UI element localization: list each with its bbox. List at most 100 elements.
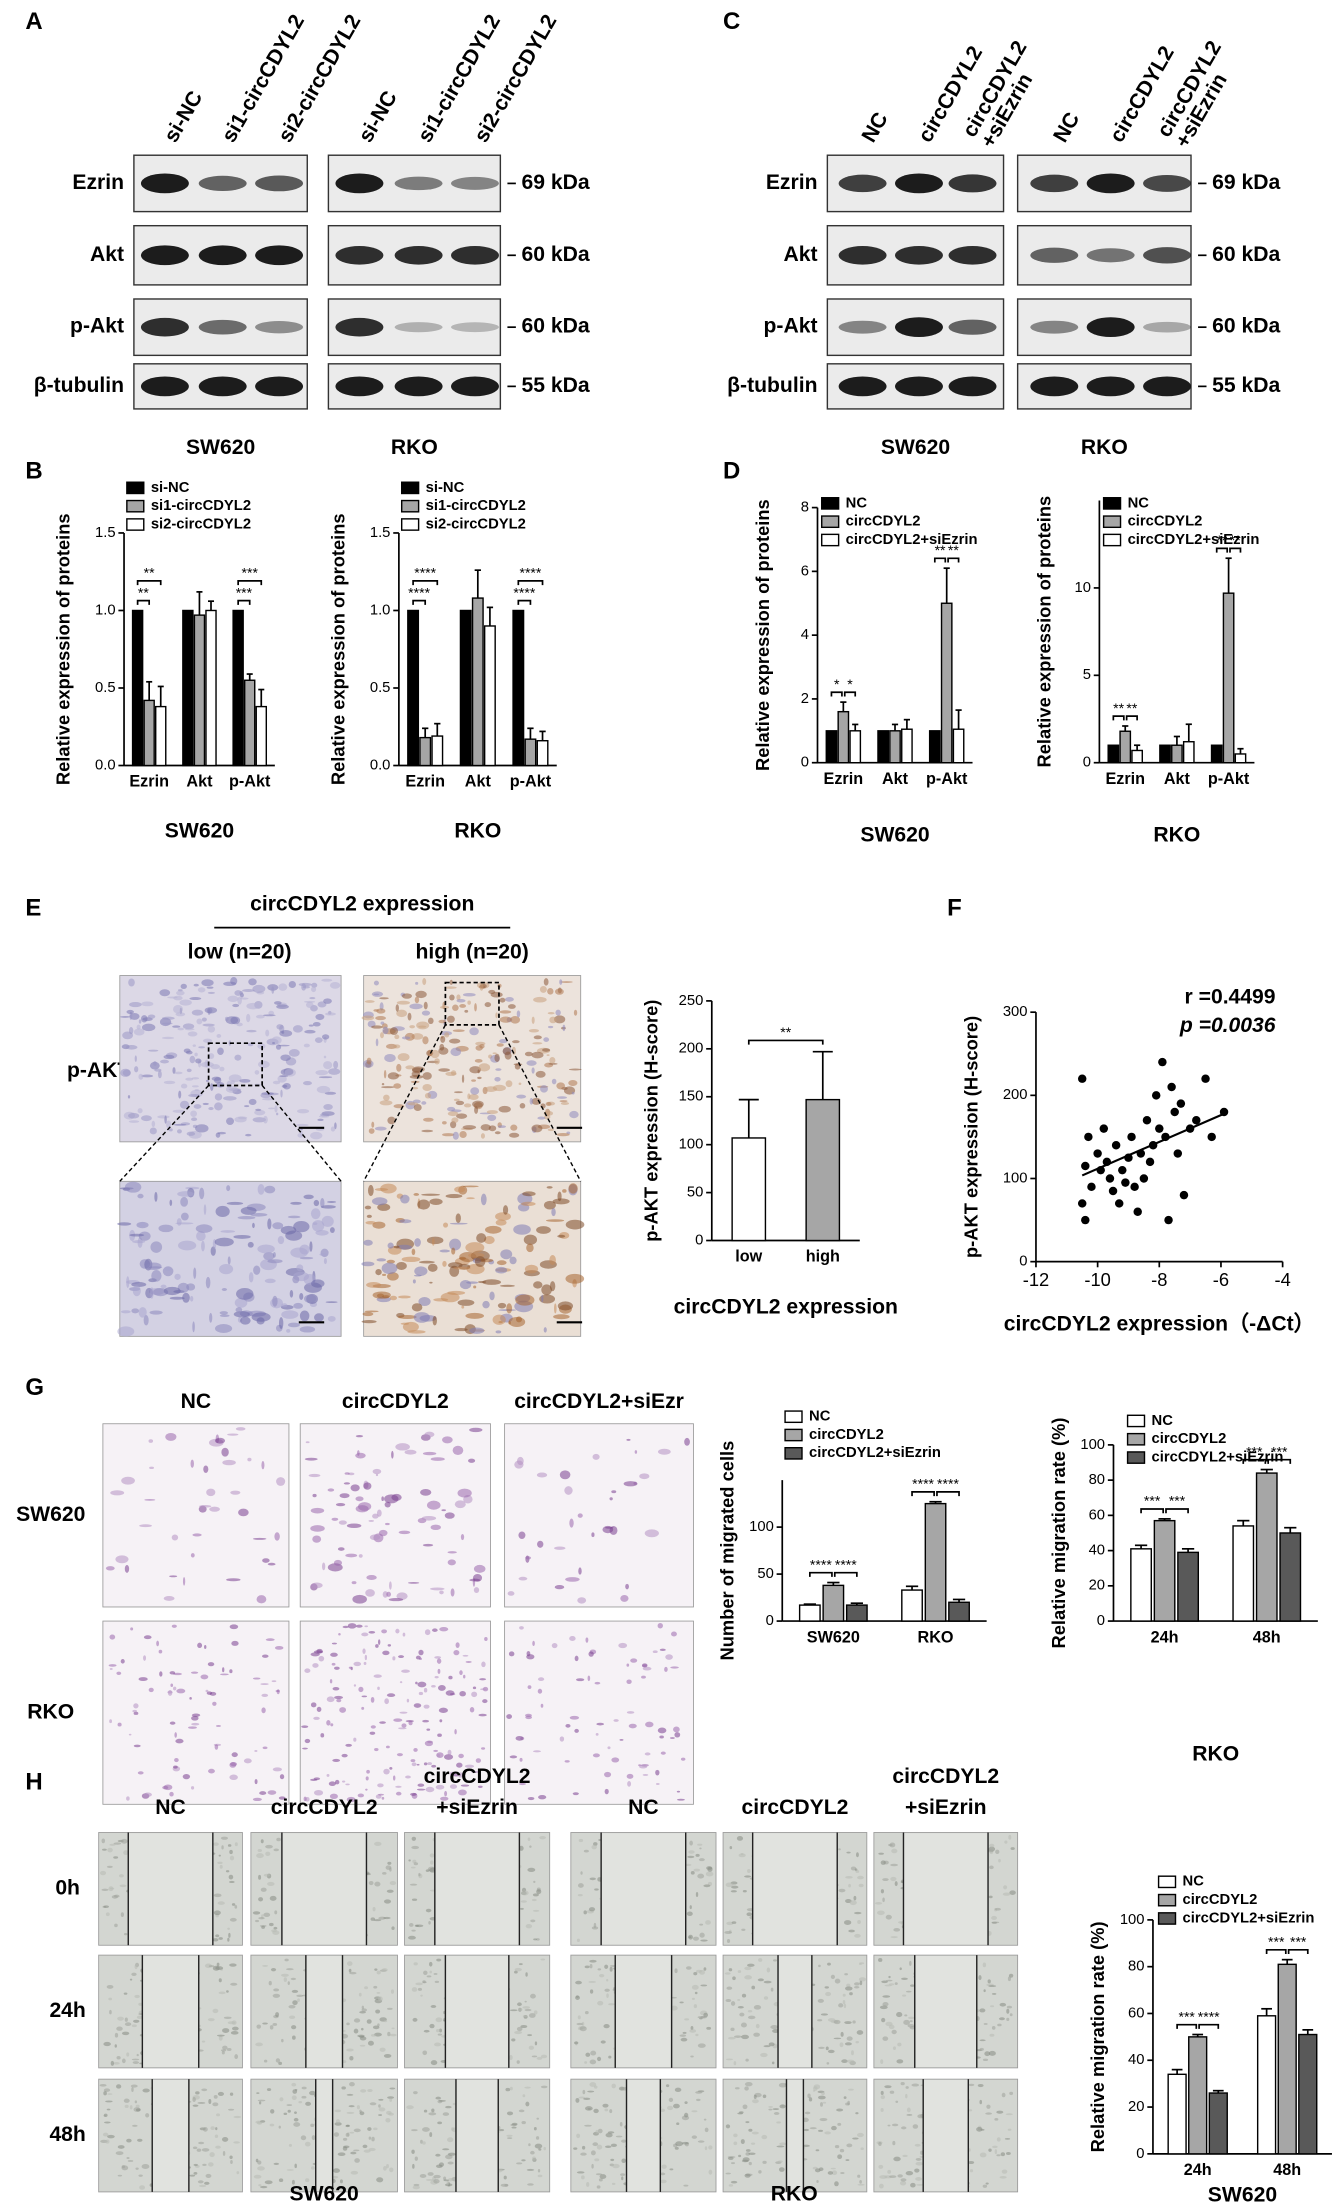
wound-image-texture — [222, 2028, 230, 2033]
ihc-image-texture — [148, 1049, 159, 1052]
wound-image-texture — [584, 2124, 592, 2127]
x-tick-label: Ezrin — [129, 773, 169, 791]
wound-image-texture — [287, 2109, 291, 2113]
wound-image-texture — [451, 2127, 455, 2131]
transwell-image-texture — [130, 1627, 134, 1631]
wound-image-texture — [773, 2112, 780, 2115]
bar — [419, 736, 432, 767]
wound-image-texture — [911, 2083, 920, 2087]
ihc-image-texture — [122, 1031, 134, 1040]
wound-image-texture — [408, 1859, 411, 1862]
ihc-image-texture — [240, 1316, 251, 1325]
wound-image-texture — [744, 1966, 752, 1971]
x-tick-label: -4 — [1274, 1269, 1290, 1290]
ihc-image-texture — [313, 1199, 320, 1207]
wound-image-texture — [737, 2005, 744, 2009]
wound-image-texture — [878, 2141, 882, 2147]
wound-image-texture — [674, 2087, 682, 2092]
ihc-image-texture — [444, 1032, 450, 1038]
wound-image-texture — [857, 2183, 865, 2186]
significance-bracket — [1165, 1508, 1189, 1514]
wound-image-texture — [213, 1842, 219, 1846]
significance-bracket — [809, 1571, 833, 1577]
transwell-image-texture — [564, 1486, 573, 1495]
ihc-image-texture — [453, 1266, 471, 1270]
ihc-image-texture — [264, 1278, 276, 1284]
wound-image-texture — [518, 2109, 525, 2113]
transwell-image-texture — [361, 1695, 368, 1698]
ihc-image-texture — [421, 1129, 434, 1133]
x-axis-label: RKO — [1192, 1743, 1239, 1766]
scatter-point — [1102, 1157, 1112, 1167]
wound-image-texture — [123, 1992, 128, 1995]
wound-image-texture — [984, 2051, 991, 2057]
transwell-image-texture — [639, 1764, 648, 1769]
transwell-image-texture — [401, 1723, 407, 1728]
ihc-image-texture — [376, 1008, 386, 1014]
ihc-image-texture — [522, 1191, 536, 1197]
y-tick-label: 300 — [1003, 1004, 1028, 1020]
wound-image-texture — [904, 2014, 908, 2017]
transwell-image-texture — [350, 1484, 360, 1492]
ihc-image-texture — [195, 1224, 213, 1233]
wound-image-texture — [106, 1865, 113, 1868]
wound-image-texture — [725, 2172, 731, 2175]
ihc-image-texture — [549, 1255, 556, 1266]
transwell-image-texture — [481, 1747, 486, 1750]
bar — [431, 735, 444, 767]
significance-label: ** — [1216, 532, 1227, 548]
wound-image-texture — [590, 2150, 596, 2156]
wound-image-texture — [505, 2087, 511, 2092]
wound-image-texture — [524, 2000, 527, 2003]
wound-image-texture — [99, 1870, 107, 1876]
wound-image-texture — [858, 1977, 867, 1982]
error-bar — [850, 1602, 863, 1606]
transwell-image-texture — [364, 1625, 368, 1628]
transwell-image-texture — [334, 1695, 344, 1700]
wound-image-texture — [216, 2113, 221, 2117]
y-tick-label: 100 — [749, 1519, 774, 1535]
bar — [805, 1098, 841, 1242]
ihc-image-texture — [189, 1055, 196, 1064]
blot-band — [948, 319, 997, 335]
wound-image-texture — [433, 2174, 441, 2179]
bar — [1177, 1551, 1200, 1622]
ihc-image-texture — [278, 1317, 284, 1329]
ihc-image-texture — [463, 1103, 472, 1108]
wound-image-texture — [435, 2153, 441, 2157]
wound-image-texture — [291, 1989, 299, 1993]
ihc-image-texture — [301, 983, 307, 991]
transwell-image-texture — [604, 1788, 609, 1795]
x-tick-label: high — [806, 1248, 840, 1266]
transwell-image-texture — [440, 1796, 449, 1801]
ihc-image-texture — [401, 1256, 421, 1262]
ihc-image-texture — [314, 1313, 324, 1322]
ihc-image-texture — [202, 1102, 209, 1106]
ihc-image-texture — [571, 1091, 575, 1095]
ihc-image-texture — [120, 1015, 131, 1018]
wound-image-texture — [433, 2179, 440, 2184]
transwell-image-texture — [437, 1685, 446, 1691]
ihc-image-texture — [438, 1068, 451, 1072]
wound-image-texture — [429, 2132, 433, 2138]
ihc-image-texture — [531, 1067, 535, 1074]
wound-image-texture — [748, 2161, 752, 2166]
wound-image-texture — [597, 2056, 602, 2062]
wound-image-texture — [113, 1894, 120, 1898]
ihc-image-texture — [382, 1026, 389, 1035]
wound-image-texture — [213, 1910, 221, 1916]
wound-image-texture — [233, 2141, 240, 2144]
wound-image-texture — [423, 2109, 428, 2113]
wound-image-texture — [105, 2139, 110, 2144]
legend-swatch — [1102, 515, 1122, 529]
wound-image-texture — [979, 2152, 987, 2158]
wound-image-texture — [540, 1958, 546, 1961]
wound-image-texture — [669, 2168, 674, 2171]
wound-image-texture — [539, 1835, 546, 1840]
blot-band — [451, 245, 499, 265]
ihc-image-texture — [174, 1071, 183, 1075]
transwell-image-texture — [671, 1631, 677, 1637]
wound-image-texture — [103, 2091, 107, 2096]
ihc-image-texture — [138, 1019, 142, 1024]
legend-label: si1-circCDYL2 — [426, 498, 526, 514]
